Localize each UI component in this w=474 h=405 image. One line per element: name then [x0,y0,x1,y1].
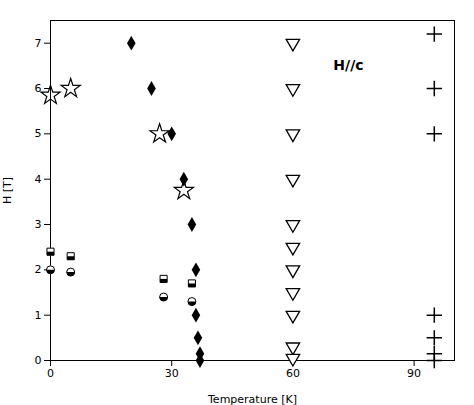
svg-text:1: 1 [35,309,42,322]
svg-text:30: 30 [165,367,179,380]
svg-text:5: 5 [35,127,42,140]
svg-text:2: 2 [35,263,42,276]
svg-text:4: 4 [35,173,42,186]
svg-text:60: 60 [286,367,300,380]
svg-text:7: 7 [35,37,42,50]
svg-text:6: 6 [35,82,42,95]
svg-text:3: 3 [35,218,42,231]
svg-text:90: 90 [407,367,421,380]
svg-text:H [T]: H [T] [1,177,14,204]
svg-text:0: 0 [35,354,42,367]
svg-text:Temperature [K]: Temperature [K] [207,393,297,405]
svg-text:0: 0 [47,367,54,380]
svg-text:H//c: H//c [333,57,363,73]
